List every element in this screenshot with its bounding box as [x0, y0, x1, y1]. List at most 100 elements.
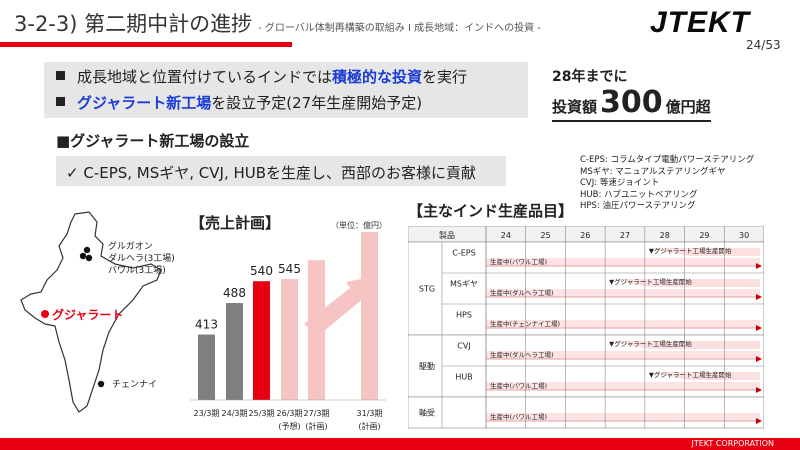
production-bar-label: 生産中(チェンナイ工場)	[490, 319, 560, 328]
production-bar	[486, 413, 760, 421]
growth-arrow	[304, 276, 376, 336]
gujarat-start-note: ▼グジャラート工場生産開始	[649, 370, 732, 379]
bar-value-label: 540	[250, 264, 273, 278]
highlight-1-text: 成長地域と位置付けているインドでは	[77, 68, 333, 86]
plant-marker-gujarat	[41, 310, 49, 318]
bullet-text: ✓ C-EPS, MSギヤ, CVJ, HUBを生産し、西部のお客様に貢献	[66, 164, 477, 182]
production-bar-label: 生産中(バワル工場)	[490, 412, 547, 421]
production-bar-label: 生産中(ダルヘラ工場)	[490, 350, 554, 359]
group-label: STG	[419, 285, 435, 294]
production-bar-label: 生産中(ダルヘラ工場)	[490, 288, 554, 297]
logo-text: JTEKT	[650, 6, 752, 38]
highlight-line-2: グジャラート新工場を設立予定(27年生産開始予定)	[56, 92, 422, 113]
title-underline	[0, 42, 292, 47]
product-label: MSギヤ	[450, 280, 478, 289]
plant-marker-dharuhera	[79, 252, 87, 260]
map-label-chennai: チェンナイ	[112, 380, 158, 390]
legend-item: HPS: 油圧パワーステアリング	[580, 201, 696, 211]
group-label: 軸受	[419, 408, 435, 418]
title-subtitle: - グローバル体制再構築の取組み Ⅰ 成長地域：インドへの投資 -	[258, 23, 541, 34]
section-title: ■グジャラート新工場の設立	[56, 132, 250, 150]
plant-marker-bawal	[85, 254, 93, 262]
gujarat-ramp	[648, 372, 760, 380]
india-outline	[20, 211, 162, 413]
highlight-2-emphasis: グジャラート新工場	[77, 94, 212, 112]
category-label: 27/3期	[304, 409, 330, 418]
plant-marker-chennai	[97, 380, 105, 388]
gujarat-start-note: ▼グジャラート工場生産開始	[609, 339, 692, 348]
legend-item: CVJ: 等速ジョイント	[580, 178, 660, 188]
sales-plan-title: 【売上計画】	[190, 214, 281, 232]
arrow-head-icon	[756, 294, 762, 300]
bar-5	[361, 232, 378, 400]
map-label-gurgaon: グルガオン	[108, 242, 153, 252]
highlight-1-tail: を実行	[422, 68, 468, 86]
bar-3	[281, 279, 298, 400]
bar-value-label: 488	[223, 286, 246, 300]
investment-label: 投資額	[552, 98, 598, 116]
production-bar	[486, 320, 760, 328]
footer-bar	[0, 438, 800, 450]
sales-chart: 413 488 540 545 23/3期 24/3期 25/3期 26/3期 (予想) 27/…	[190, 232, 386, 431]
production-bar	[486, 289, 760, 297]
sales-unit-label: （単位：億円）	[331, 221, 387, 230]
abbreviation-legend: C-EPS: コラムタイプ電動パワーステアリング MSギヤ: マニュアルステアリ…	[580, 155, 754, 213]
legend-item: C-EPS: コラムタイプ電動パワーステアリング	[580, 155, 755, 165]
title-main: 3-2-3) 第二期中計の進捗	[14, 12, 253, 36]
product-label: C-EPS	[452, 249, 475, 258]
header-year: 24	[501, 231, 511, 240]
map-label-gujarat: グジャラート	[52, 308, 124, 322]
header-year: 28	[660, 231, 670, 240]
category-label: (計画)	[358, 421, 380, 431]
highlight-1-emphasis: 積極的な投資	[332, 68, 423, 86]
product-label: CVJ	[457, 342, 470, 351]
product-label: HPS	[456, 311, 472, 320]
jtekt-logo: JTEKT	[650, 6, 752, 38]
page-title: 3-2-3) 第二期中計の進捗 - グローバル体制再構築の取組み Ⅰ 成長地域：イ…	[14, 8, 541, 38]
investment-unit: 億円超	[665, 98, 711, 116]
category-label: (計画)	[305, 421, 327, 431]
category-label: (予想)	[278, 421, 300, 431]
legend-item: HUB: ハブユニットベアリング	[580, 189, 698, 200]
bar-value-label: 413	[195, 318, 218, 332]
footer-company: JTEKT CORPORATION	[691, 439, 774, 448]
investment-amount: 投資額 300 億円超	[552, 88, 711, 122]
investment-by-label: 28年までに	[552, 69, 628, 85]
schedule-group	[408, 241, 764, 336]
category-label: 24/3期	[222, 409, 248, 418]
header-year: 29	[699, 231, 709, 240]
arrow-head-icon	[756, 356, 762, 362]
production-bar	[486, 258, 760, 266]
gujarat-start-note: ▼グジャラート工場生産開始	[649, 246, 732, 255]
header-product: 製品	[439, 230, 455, 240]
legend-item: MSギヤ: マニュアルステアリングギヤ	[580, 166, 726, 177]
bar-2	[253, 281, 270, 400]
bullet-box	[56, 156, 506, 186]
highlight-line-1: 成長地域と位置付けているインドでは積極的な投資を実行	[56, 66, 467, 87]
production-schedule-table: 製品 24 25 26 27 28 29 30 STG C-EPS 生産中(バワル工場) ▼グジャラー…	[408, 226, 764, 429]
map-label-bawal: バワル(3工場)	[108, 266, 166, 276]
arrow-head-icon	[756, 325, 762, 331]
production-bar-label: 生産中(バワル工場)	[490, 381, 547, 390]
production-bar	[486, 382, 760, 390]
arrow-head-icon	[756, 418, 762, 424]
product-label: HUB	[455, 373, 472, 382]
map-label-dharuhera: ダルヘラ(3工場)	[108, 254, 175, 264]
bar-1	[226, 303, 243, 400]
category-label: 23/3期	[194, 409, 220, 418]
production-bar	[486, 351, 760, 359]
india-map	[20, 211, 162, 413]
gujarat-start-note: ▼グジャラート工場生産開始	[609, 277, 692, 286]
production-bar-label: 生産中(バワル工場)	[490, 257, 547, 266]
category-label: 25/3期	[249, 409, 275, 418]
page-number: 24/53	[746, 38, 781, 52]
square-bullet-icon	[56, 71, 65, 80]
arrow-head-icon	[756, 387, 762, 393]
schedule-group	[408, 396, 764, 429]
header-year: 30	[739, 231, 749, 240]
bar-0	[198, 334, 215, 400]
arrow-head-icon	[756, 263, 762, 269]
gujarat-ramp	[648, 248, 760, 256]
category-label: 26/3期	[277, 409, 303, 418]
category-label: 31/3期	[357, 409, 383, 418]
